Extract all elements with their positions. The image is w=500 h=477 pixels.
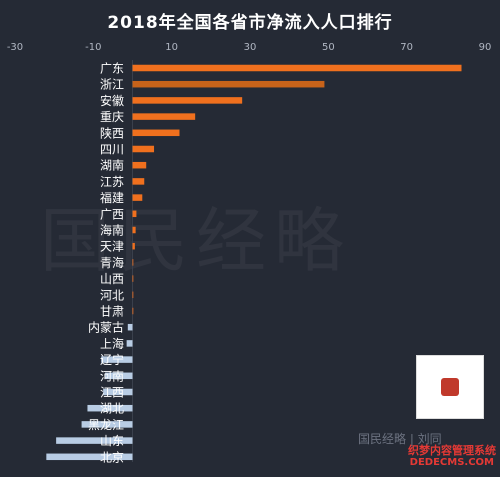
qr-logo-icon [441,378,459,396]
x-axis-ticks: -30 -10 10 30 50 70 90 [7,42,492,53]
bar-甘肃 [132,307,134,315]
bar-重庆 [132,113,196,120]
category-label: 山西 [100,272,124,286]
bar-安徽 [132,97,243,104]
bar-山西 [132,275,134,282]
category-label: 广西 [100,207,124,221]
category-label: 江苏 [100,175,124,189]
category-label: 四川 [100,143,124,157]
bar-辽宁 [101,356,133,363]
x-tick-label: 30 [244,42,257,53]
x-tick-label: 10 [165,42,178,53]
category-label: 浙江 [100,78,124,92]
bar-广西 [132,210,137,218]
category-label: 湖北 [100,401,124,416]
bar-河北 [132,291,134,299]
category-label: 河南 [100,368,124,383]
qr-code-image [416,355,484,419]
category-label: 甘肃 [100,305,124,319]
x-tick-label: -10 [85,42,101,53]
category-label: 广东 [100,62,124,76]
bar-北京 [46,453,133,461]
bar-湖南 [132,161,147,169]
category-labels: 广东浙江安徽重庆陕西四川湖南江苏福建广西海南天津青海山西河北甘肃内蒙古上海辽宁河… [88,62,124,465]
category-label: 辽宁 [100,352,124,367]
site-watermark-url: DEDECMS.COM [409,457,494,468]
category-label: 天津 [100,240,124,254]
category-label: 北京 [100,450,124,464]
x-tick-label: -30 [7,42,23,53]
bar-series [46,60,462,462]
chart-title: 2018年全国各省市净流入人口排行 [107,13,393,33]
category-label: 重庆 [100,110,124,124]
site-watermark-label: 织梦内容管理系统 [408,444,496,457]
bar-海南 [132,226,136,234]
category-label: 湖南 [100,158,124,173]
category-label: 海南 [100,223,124,238]
category-label: 内蒙古 [88,320,124,335]
x-tick-label: 50 [322,42,335,53]
category-label: 上海 [100,336,124,351]
bar-内蒙古 [127,323,133,331]
bar-江苏 [132,178,145,185]
bar-河南 [105,372,133,380]
category-label: 黑龙江 [88,418,124,432]
category-label: 青海 [100,255,124,270]
x-tick-label: 90 [479,42,492,53]
bar-陕西 [132,129,180,137]
x-tick-label: 70 [400,42,413,53]
bar-浙江 [132,80,325,88]
brand-footer: 国民经略 | 刘同 [358,432,442,446]
category-label: 安徽 [100,93,124,108]
bar-江西 [103,388,133,396]
category-label: 福建 [100,190,124,205]
category-label: 江西 [100,386,124,400]
category-label: 山东 [100,434,124,448]
bar-黑龙江 [81,421,133,428]
category-label: 陕西 [100,125,124,140]
bar-天津 [132,242,135,250]
bar-青海 [132,259,134,266]
category-label: 河北 [100,288,124,302]
bar-湖北 [87,404,133,412]
bar-四川 [132,145,155,153]
bar-山东 [56,437,133,444]
bar-上海 [126,340,133,347]
bar-广东 [132,64,462,72]
bar-福建 [132,194,143,201]
